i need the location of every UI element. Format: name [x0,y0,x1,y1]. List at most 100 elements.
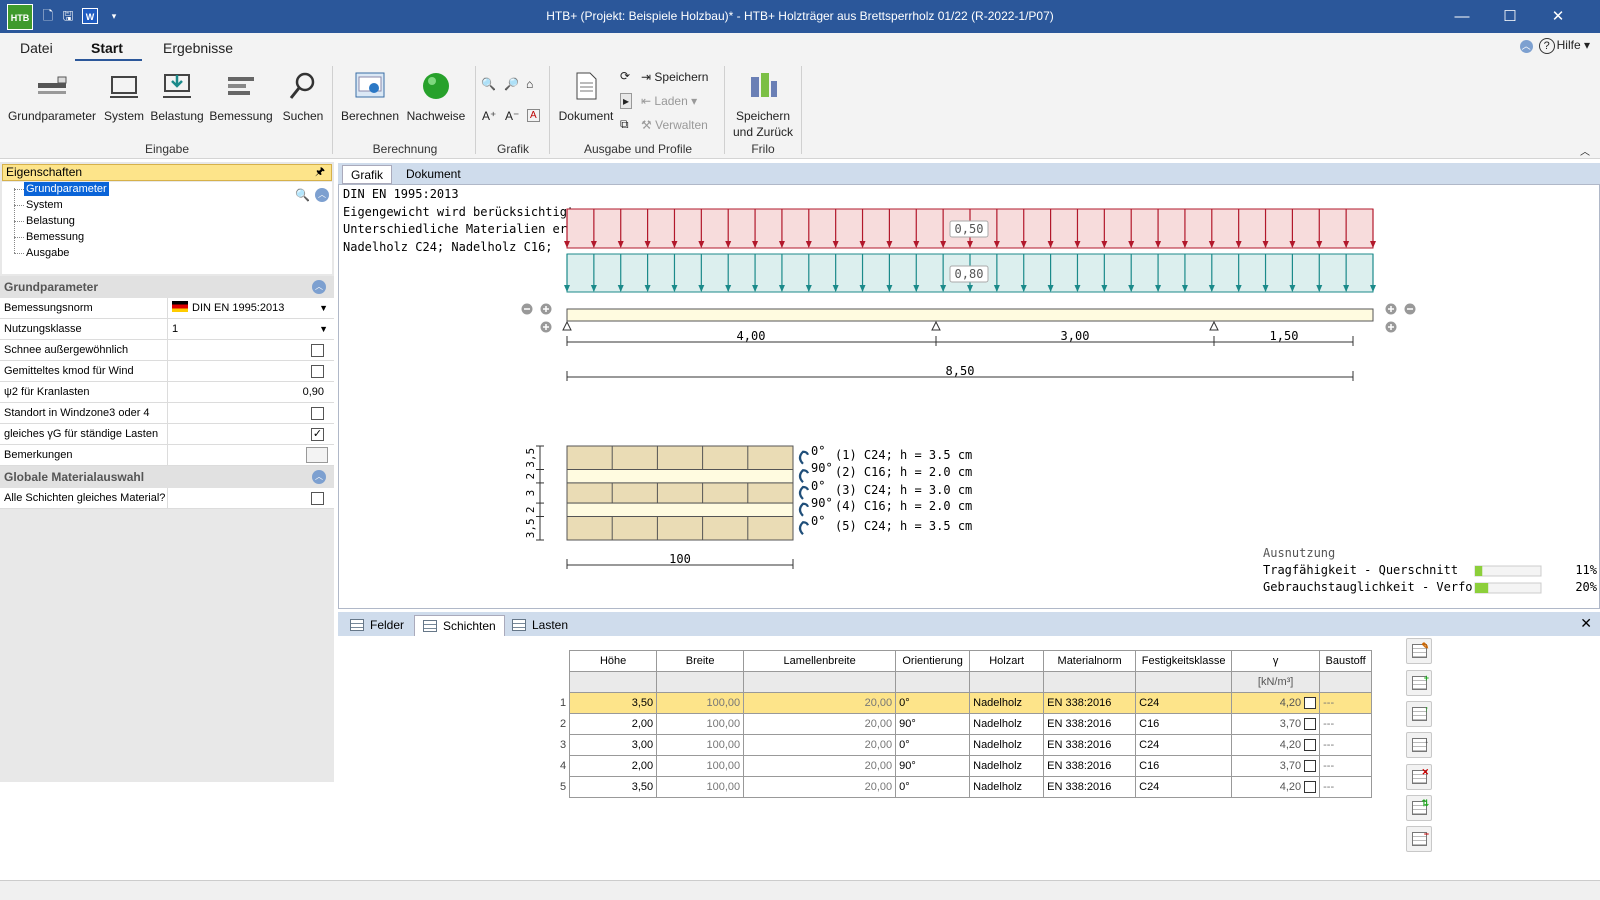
font-settings-icon[interactable]: A [527,109,540,122]
schnee-checkbox[interactable] [311,344,324,357]
graphic-canvas[interactable]: DIN EN 1995:2013 Eigengewicht wird berüc… [338,184,1600,609]
edit-table-button[interactable]: ✎ [1406,638,1432,664]
bemessung-button[interactable]: Bemessung [208,67,274,124]
belastung-button[interactable]: Belastung [148,67,206,124]
table-row[interactable]: 2 2,00 100,00 20,00 90° Nadelholz EN 338:2016 C… [557,713,1373,735]
nachweise-button[interactable]: Nachweise [404,67,468,124]
table-cell[interactable]: 0° [895,734,971,756]
table-cell[interactable]: 20,00 [743,776,897,798]
gamma-checkbox[interactable] [1304,760,1317,772]
col-hoehe[interactable]: Höhe [569,650,658,672]
table-cell[interactable]: 20,00 [743,692,897,714]
tab-grafik[interactable]: Grafik [342,165,393,184]
table-cell[interactable]: 3,70 [1231,713,1321,735]
edit-notes-icon[interactable] [306,447,328,463]
home-view-icon[interactable]: ⌂ [526,77,534,91]
collapse-icon[interactable]: ︿ [315,188,329,202]
close-panel-icon[interactable]: ✕ [1580,615,1592,631]
section-layer[interactable] [566,516,794,541]
table-cell[interactable]: Nadelholz [969,713,1045,735]
minimize-button[interactable]: — [1454,8,1470,25]
tree-item-bemessung[interactable]: Bemessung [26,231,85,243]
table-cell[interactable]: 20,00 [743,755,897,777]
section-layer[interactable] [566,502,794,518]
prop-row-bemerkungen[interactable]: Bemerkungen [0,445,334,466]
table-cell[interactable]: C24 [1135,734,1233,756]
table-cell[interactable]: C16 [1135,713,1233,735]
table-row[interactable]: 1 3,50 100,00 20,00 0° Nadelholz EN 338:2016 C2… [557,692,1373,714]
prop-row-gamma-g[interactable]: gleiches γG für ständige Lasten ✓ [0,424,334,445]
zoom-controls-right[interactable] [1385,303,1416,333]
table-cell[interactable]: 90° [895,713,971,735]
windzone-checkbox[interactable] [311,407,324,420]
table-cell[interactable]: 20,00 [743,734,897,756]
bemessungsnorm-select[interactable]: DIN EN 1995:2013 ▼ [167,298,334,318]
help-menu[interactable]: ︿? Hilfe ▾ [1519,38,1590,54]
refresh-icon[interactable]: ⟳ [620,69,631,83]
laden-profile-button[interactable]: ⇤ Laden ▾ [641,94,698,108]
font-increase-icon[interactable]: A⁺ [482,109,497,123]
tab-dokument[interactable]: Dokument [406,167,461,181]
system-button[interactable]: System [102,67,146,124]
gamma-g-checkbox[interactable]: ✓ [311,428,324,441]
table-cell[interactable]: 4,20 [1231,734,1321,756]
table-cell[interactable]: 100,00 [656,692,745,714]
pin-icon[interactable]: 🖈 [314,166,325,178]
table-cell[interactable]: 0° [895,692,971,714]
table-cell[interactable]: C24 [1135,692,1233,714]
table-row[interactable]: 3 3,00 100,00 20,00 0° Nadelholz EN 338:2016 C2… [557,734,1373,756]
table-cell[interactable]: 90° [895,755,971,777]
table-cell[interactable]: 0° [895,776,971,798]
tree-item-grundparameter[interactable]: Grundparameter [24,182,109,196]
copy-row-button[interactable]: ⇅ [1406,795,1432,821]
table-cell[interactable]: 4,20 [1231,692,1321,714]
prop-row-psi2-kran[interactable]: ψ2 für Kranlasten 0,90 [0,382,334,403]
table-cell[interactable]: 2,00 [569,713,658,735]
col-holzart[interactable]: Holzart [969,650,1045,672]
table-cell[interactable]: EN 338:2016 [1043,713,1137,735]
dead-load[interactable]: 0,50 [564,208,1376,249]
grundparameter-button[interactable]: Grundparameter [6,67,98,124]
collapse-ribbon-chevron-icon[interactable]: ︿ [1580,147,1590,158]
gamma-checkbox[interactable] [1304,697,1317,709]
gamma-checkbox[interactable] [1304,739,1317,751]
add-row-button[interactable]: + [1406,670,1432,696]
table-cell[interactable]: Nadelholz [969,776,1045,798]
maximize-button[interactable]: ☐ [1503,8,1517,25]
new-file-icon[interactable]: 🗋 [42,8,54,23]
collapse-ribbon-icon[interactable]: ︿ [1519,40,1533,53]
zoom-out-icon[interactable]: 🔍 [481,77,496,91]
gleiches-material-checkbox[interactable] [311,492,324,505]
insert-row-above-button[interactable]: ↑ [1406,701,1432,727]
tab-lasten[interactable]: Lasten [504,615,576,636]
tree-item-ausgabe[interactable]: Ausgabe [26,247,70,259]
section-layer[interactable] [566,469,794,484]
table-cell[interactable]: Nadelholz [969,692,1045,714]
col-festigkeitsklasse[interactable]: Festigkeitsklasse [1135,650,1233,672]
table-cell[interactable]: Nadelholz [969,734,1045,756]
beam[interactable] [566,308,1374,322]
nutzungsklasse-select[interactable]: 1 ▼ [167,319,334,339]
remove-rows-button[interactable]: − [1406,826,1432,852]
table-cell[interactable]: 100,00 [656,776,745,798]
table-cell[interactable]: C16 [1135,755,1233,777]
table-cell[interactable]: Nadelholz [969,755,1045,777]
zoom-controls-left[interactable] [521,303,552,333]
table-cell[interactable]: 2,00 [569,755,658,777]
word-export-icon[interactable]: W [82,8,98,24]
delete-row-button[interactable]: ✕ [1406,764,1432,790]
prop-row-kmod-wind[interactable]: Gemitteltes kmod für Wind [0,361,334,382]
save-icon[interactable]: 🖫 [62,8,74,23]
dokument-button[interactable]: Dokument [554,67,618,124]
speichern-profile-button[interactable]: ⇥ Speichern [641,70,708,84]
col-orientierung[interactable]: Orientierung [895,650,971,672]
table-cell[interactable]: 100,00 [656,755,745,777]
tab-start[interactable]: Start [91,40,123,56]
verwalten-profile-button[interactable]: ⚒ Verwalten [641,118,708,132]
prop-row-bemessungsnorm[interactable]: Bemessungsnorm DIN EN 1995:2013 ▼ [0,298,334,319]
tree-search-icon[interactable]: 🔍 [295,188,310,202]
section-layer[interactable] [566,445,794,470]
tree-item-belastung[interactable]: Belastung [26,215,75,227]
suchen-button[interactable]: Suchen [278,67,328,124]
prop-row-windzone[interactable]: Standort in Windzone3 oder 4 [0,403,334,424]
